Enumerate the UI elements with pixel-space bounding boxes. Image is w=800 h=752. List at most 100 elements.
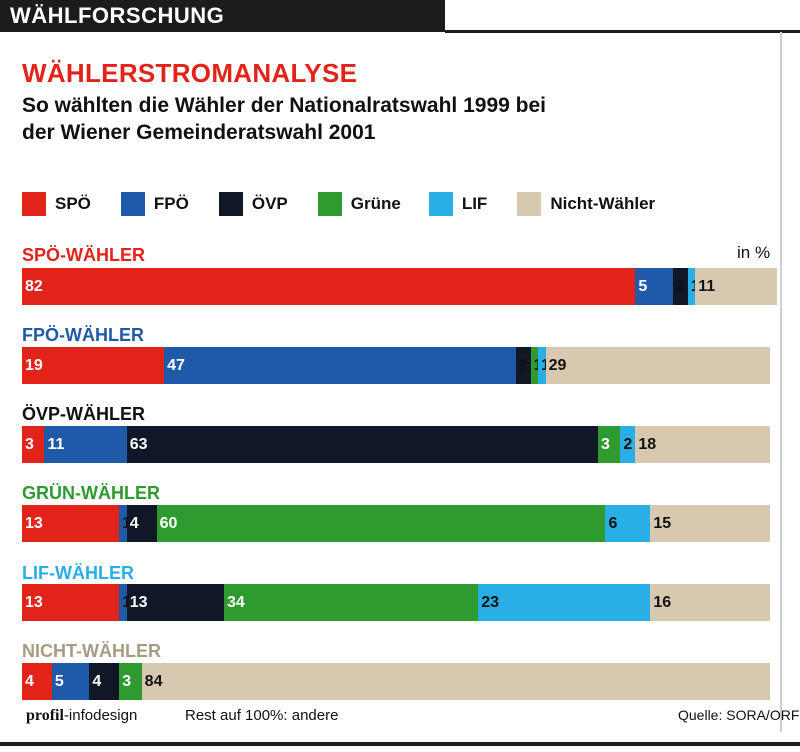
bar-segment-oevp [126, 426, 598, 463]
legend-label-gruene: Grüne [350, 194, 401, 213]
data-label-fpoe: 1 [122, 515, 131, 533]
legend-item-oevp: ÖVP [218, 192, 288, 216]
legend-label-oevp: ÖVP [251, 194, 288, 213]
data-label-gruene: 3 [600, 435, 610, 453]
bar-segment-spoe [22, 347, 165, 384]
footer-brand: profil-infodesign [26, 707, 137, 725]
bottom-rule [0, 742, 800, 746]
bar-segment-nicht-waehler [650, 505, 763, 542]
bar-segment-spoe [22, 426, 45, 463]
legend-swatch-lif [428, 192, 453, 216]
bar-segment-oevp [672, 268, 688, 305]
legend-item-spoe: SPÖ [22, 192, 91, 216]
data-label-nicht-waehler: 29 [548, 356, 567, 374]
bar-segment-fpoe [119, 505, 127, 542]
bar-segment-gruene [530, 347, 539, 384]
data-label-spoe: 13 [25, 593, 43, 611]
bar-oevp-waehler: 3 11 63 3 2 18 [22, 426, 770, 463]
legend-item-fpoe: FPÖ [120, 192, 189, 216]
data-label-oevp: 2 [518, 356, 528, 374]
section-header: WÄHLFORSCHUNG [0, 0, 445, 32]
data-label-fpoe: 5 [54, 672, 64, 690]
category-label-nicht-waehler: NICHT-WÄHLER [22, 641, 161, 661]
bar-gruen-waehler: 13 14 60 6 15 [22, 505, 770, 542]
data-label-spoe: 4 [25, 672, 34, 690]
bar-segment-gruene [223, 584, 479, 621]
bar-segment-spoe [22, 584, 120, 621]
legend-label-lif: LIF [461, 194, 488, 213]
data-label-oevp: 13 [129, 593, 148, 611]
category-label-gruen-waehler: GRÜN-WÄHLER [22, 483, 160, 503]
bar-fpoe-waehler: 194721129 [22, 347, 770, 384]
bar-nicht-waehler: 4 5 4 3 84 [22, 663, 770, 700]
bar-segment-gruene [119, 663, 142, 700]
data-label-fpoe: 5 [638, 277, 648, 295]
legend-swatch-oevp [218, 192, 243, 216]
chart-title: WÄHLERSTROMANALYSE [22, 58, 358, 88]
legend-swatch-gruene [317, 192, 342, 216]
footer-source: Quelle: SORA/ORF [678, 707, 800, 723]
data-label-nicht-waehler: 16 [653, 593, 672, 611]
brand-name: profil [26, 707, 64, 724]
legend-swatch-fpoe [120, 192, 145, 216]
bar-segment-lif [478, 584, 651, 621]
data-label-oevp: 4 [92, 672, 102, 690]
legend-swatch-nicht-waehler [517, 192, 542, 216]
bar-segment-lif [620, 426, 636, 463]
data-label-spoe: 19 [25, 356, 43, 374]
bar-segment-nicht-waehler [650, 584, 770, 621]
data-label-lif: 1 [541, 357, 550, 375]
bar-segment-lif [538, 347, 546, 384]
brand-suffix: -infodesign [63, 707, 138, 724]
bar-segment-spoe [22, 268, 636, 305]
data-label-spoe: 3 [25, 435, 34, 453]
data-label-nicht-waehler: 18 [638, 435, 657, 453]
data-label-lif: 23 [481, 593, 500, 611]
bar-segment-nicht-waehler [635, 426, 770, 463]
category-label-oevp-waehler: ÖVP-WÄHLER [22, 404, 145, 424]
legend-item-gruene: Grüne [317, 192, 401, 216]
data-label-nicht-waehler: 11 [698, 277, 716, 295]
data-label-fpoe: 11 [47, 435, 65, 453]
category-label-lif-waehler: LIF-WÄHLER [22, 563, 134, 583]
legend-label-spoe: SPÖ [55, 194, 91, 213]
category-label-spoe-waehler: SPÖ-WÄHLER [22, 245, 145, 265]
bar-segment-lif [687, 268, 696, 305]
bar-segment-rest [762, 347, 770, 384]
bar-segment-oevp [515, 347, 531, 384]
legend-item-lif: LIF [428, 192, 488, 216]
data-label-oevp: 63 [129, 435, 148, 453]
bar-segment-fpoe [119, 584, 127, 621]
bar-segment-rest [762, 505, 770, 542]
bar-segment-lif [605, 505, 651, 542]
bar-segment-spoe [22, 505, 120, 542]
bar-segment-gruene [156, 505, 606, 542]
legend-item-nicht-waehler: Nicht-Wähler [517, 192, 655, 216]
data-label-fpoe: 1 [122, 594, 131, 612]
data-label-nicht-waehler: 84 [144, 672, 163, 690]
data-label-gruene: 34 [226, 593, 245, 611]
bar-segment-fpoe [51, 663, 90, 700]
data-label-nicht-waehler: 15 [653, 514, 672, 532]
data-label-lif: 1 [691, 278, 700, 296]
category-label-fpoe-waehler: FPÖ-WÄHLER [22, 325, 144, 345]
bar-segment-spoe [22, 663, 52, 700]
unit-label: in % [737, 243, 771, 262]
bar-spoe-waehler: 8252111 [22, 268, 778, 305]
data-label-gruene: 1 [534, 357, 543, 375]
bar-segment-fpoe [44, 426, 127, 463]
bar-segment-oevp [126, 505, 157, 542]
header-rule [445, 30, 800, 33]
data-label-gruene: 3 [122, 672, 132, 690]
bar-segment-nicht-waehler [545, 347, 763, 384]
right-rule [780, 32, 782, 732]
chart-subtitle: So wählten die Wähler der Nationalratswa… [22, 94, 546, 144]
data-label-lif: 6 [608, 514, 618, 532]
legend-swatch-spoe [22, 192, 46, 216]
bar-segment-oevp [89, 663, 120, 700]
data-label-fpoe: 47 [167, 356, 185, 374]
data-label-oevp: 4 [129, 514, 139, 532]
bar-segment-oevp [126, 584, 224, 621]
section-title: WÄHLFORSCHUNG [10, 3, 225, 28]
data-label-spoe: 13 [25, 514, 43, 532]
